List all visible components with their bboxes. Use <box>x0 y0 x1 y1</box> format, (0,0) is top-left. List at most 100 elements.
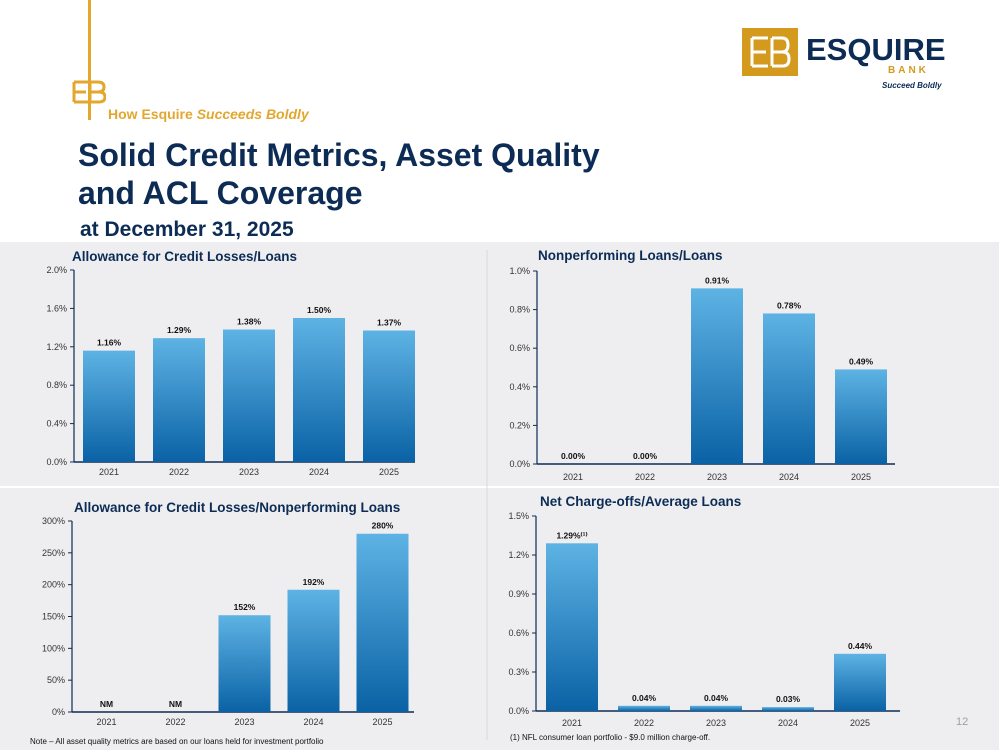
chart-1-bar <box>293 318 345 462</box>
chart-4-title: Net Charge-offs/Average Loans <box>540 494 741 509</box>
chart-1-data-label: 1.16% <box>97 338 122 348</box>
chart-1-data-label: 1.29% <box>167 325 192 335</box>
chart-3-x-tick-label: 2023 <box>234 717 254 727</box>
logo-emblem-icon <box>742 28 798 76</box>
chart-1-bar <box>363 330 415 462</box>
chart-2-bar <box>763 313 815 464</box>
chart-4-x-tick-label: 2021 <box>562 718 582 728</box>
chart-4-x-tick-label: 2025 <box>850 718 870 728</box>
chart-4-bar <box>546 543 598 711</box>
chart-1-x-tick-label: 2025 <box>379 467 399 477</box>
chart-1-y-tick-label: 0.4% <box>46 419 67 429</box>
chart-1-x-tick-label: 2023 <box>239 467 259 477</box>
chart-2-bar <box>835 369 887 464</box>
chart-1-y-tick-label: 0.8% <box>46 380 67 390</box>
chart-4-bar <box>690 705 742 711</box>
chart-1-bar <box>153 338 205 462</box>
chart-2-data-label: 0.49% <box>849 356 874 366</box>
chart-3-data-label: NM <box>100 699 113 709</box>
chart-4-y-tick-label: 0.6% <box>508 628 529 638</box>
chart-2-y-tick-label: 0.2% <box>509 420 530 430</box>
chart-1-bar <box>223 329 275 462</box>
chart-2-x-tick-label: 2023 <box>707 472 727 482</box>
logo-wordmark: ESQUIRE <box>806 32 946 67</box>
chart-1-bar <box>83 350 135 462</box>
chart-4-y-tick-label: 0.3% <box>508 667 529 677</box>
page-subtitle: at December 31, 2025 <box>80 218 294 241</box>
chart-2-bar <box>691 288 743 464</box>
chart-3-y-tick-label: 200% <box>42 580 65 590</box>
page-title-line-1: Solid Credit Metrics, Asset Quality <box>78 137 600 173</box>
chart-3-x-tick-label: 2022 <box>165 717 185 727</box>
chart-2-data-label: 0.00% <box>561 451 586 461</box>
chart-3-data-label: 152% <box>234 602 256 612</box>
page-title-line-2: and ACL Coverage <box>78 175 363 211</box>
chart-2-title: Nonperforming Loans/Loans <box>538 248 723 263</box>
footnote-left: Note – All asset quality metrics are bas… <box>30 737 324 746</box>
logo-bank-text: BANK <box>888 65 929 76</box>
chart-4-x-tick-label: 2024 <box>778 718 798 728</box>
chart-1-y-tick-label: 0.0% <box>46 457 67 467</box>
esquire-bank-logo: ESQUIRE BANK Succeed Boldly <box>742 28 946 94</box>
chart-2-data-label: 0.00% <box>633 451 658 461</box>
chart-1-title: Allowance for Credit Losses/Loans <box>72 249 297 264</box>
chart-2-x-tick-label: 2022 <box>635 472 655 482</box>
chart-2-x-tick-label: 2025 <box>851 472 871 482</box>
chart-2-y-tick-label: 1.0% <box>509 266 530 276</box>
chart-4-data-label: 0.04% <box>704 693 729 703</box>
chart-3-bar <box>356 533 409 712</box>
chart-4-y-tick-label: 0.0% <box>508 706 529 716</box>
chart-1-y-tick-label: 2.0% <box>46 265 67 275</box>
chart-3-y-tick-label: 100% <box>42 643 65 653</box>
chart-3-title: Allowance for Credit Losses/Nonperformin… <box>74 500 400 515</box>
chart-1-data-label: 1.37% <box>377 317 402 327</box>
chart-3-y-tick-label: 50% <box>47 675 65 685</box>
chart-4-data-label: 0.04% <box>632 693 657 703</box>
chart-2-x-tick-label: 2021 <box>563 472 583 482</box>
chart-1-x-tick-label: 2022 <box>169 467 189 477</box>
chart-4-bar <box>762 707 814 711</box>
chart-4-y-tick-label: 1.2% <box>508 550 529 560</box>
chart-3-y-tick-label: 300% <box>42 516 65 526</box>
eb-monogram-icon <box>72 80 106 104</box>
chart-4-data-label: 0.03% <box>776 694 801 704</box>
chart-4-bar <box>618 705 670 711</box>
chart-2-x-tick-label: 2024 <box>779 472 799 482</box>
chart-4-x-tick-label: 2022 <box>634 718 654 728</box>
charts-panel <box>0 242 999 750</box>
chart-1-x-tick-label: 2021 <box>99 467 119 477</box>
chart-3-x-tick-label: 2025 <box>372 717 392 727</box>
chart-1-y-tick-label: 1.6% <box>46 303 67 313</box>
chart-1-data-label: 1.38% <box>237 317 262 327</box>
chart-2-y-tick-label: 0.8% <box>509 305 530 315</box>
chart-4-x-tick-label: 2023 <box>706 718 726 728</box>
footnote-right: (1) NFL consumer loan portfolio - $9.0 m… <box>510 733 711 742</box>
chart-3-data-label: 192% <box>303 577 325 587</box>
chart-3-bar <box>218 615 271 712</box>
chart-1-data-label: 1.50% <box>307 305 332 315</box>
chart-4-data-label: 0.44% <box>848 641 873 651</box>
page-number: 12 <box>956 716 969 728</box>
gold-accent-line <box>88 0 91 120</box>
chart-1-x-tick-label: 2024 <box>309 467 329 477</box>
chart-3-data-label: 280% <box>372 521 394 531</box>
chart-3-y-tick-label: 150% <box>42 612 65 622</box>
page-title: Solid Credit Metrics, Asset Quality and … <box>78 136 778 212</box>
chart-4-y-tick-label: 0.9% <box>508 589 529 599</box>
kicker-text: How Esquire Succeeds Boldly <box>108 106 309 122</box>
chart-3-x-tick-label: 2024 <box>303 717 323 727</box>
chart-4-data-label: 1.29%⁽¹⁾ <box>556 530 587 540</box>
chart-1-y-tick-label: 1.2% <box>46 342 67 352</box>
chart-3-y-tick-label: 250% <box>42 548 65 558</box>
chart-2-y-tick-label: 0.6% <box>509 343 530 353</box>
chart-4-bar <box>834 653 886 711</box>
chart-2-y-tick-label: 0.0% <box>509 459 530 469</box>
chart-2-data-label: 0.91% <box>705 275 730 285</box>
chart-3-data-label: NM <box>169 699 182 709</box>
chart-2-y-tick-label: 0.4% <box>509 382 530 392</box>
chart-4-y-tick-label: 1.5% <box>508 511 529 521</box>
chart-3-bar <box>287 589 340 712</box>
logo-tagline: Succeed Boldly <box>882 81 942 90</box>
chart-2-data-label: 0.78% <box>777 300 802 310</box>
